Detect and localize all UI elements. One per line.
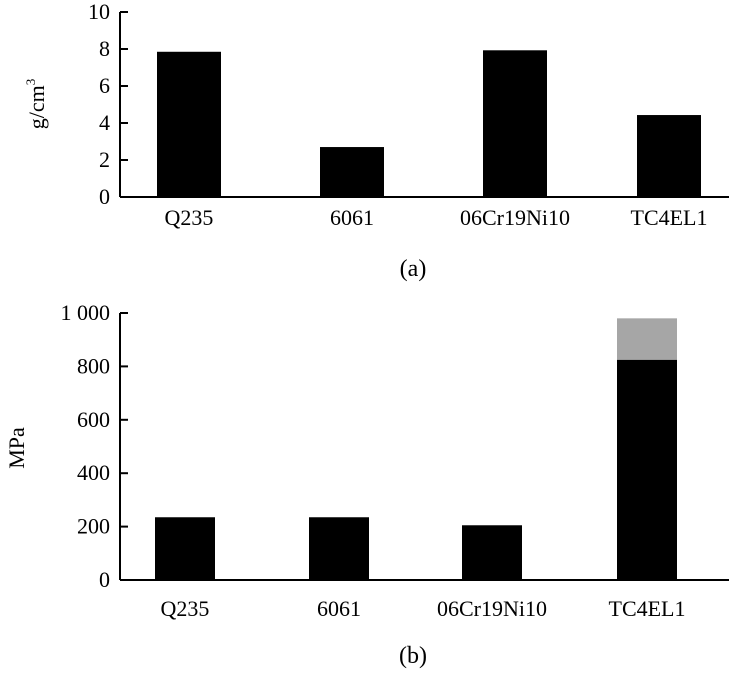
chart-b: 0 200 400 600 800 1 000 Q235 6061 06Cr19Ni10 TC4…	[4, 300, 729, 669]
chart-b-category-label: 06Cr19Ni10	[437, 596, 547, 621]
chart-a-y-label: g/cm3	[23, 79, 49, 130]
chart-a-bar-tc4el1	[637, 115, 701, 197]
chart-a-bar-q235	[157, 51, 221, 198]
chart-b-category-label: 6061	[317, 596, 361, 621]
chart-b-bar-q235	[155, 517, 215, 580]
chart-b-y-tick-label: 200	[77, 514, 110, 539]
chart-b-bar-stack-tc4el1	[617, 318, 677, 360]
chart-b-bar-tc4el1	[617, 359, 677, 580]
chart-b-y-tick-label: 1 000	[61, 300, 111, 325]
chart-a-y-tick-label: 8	[99, 36, 110, 61]
chart-b-category-label: TC4EL1	[609, 596, 686, 621]
chart-b-y-tick-label: 800	[77, 353, 110, 378]
chart-a-category-label: 06Cr19Ni10	[460, 205, 570, 230]
chart-b-caption: (b)	[399, 643, 427, 669]
chart-a-y-tick-label: 10	[88, 0, 110, 24]
chart-a-y-tick-label: 6	[99, 73, 110, 98]
chart-a-category-label: 6061	[330, 205, 374, 230]
chart-b-y-tick-label: 0	[99, 567, 110, 592]
chart-a-y-tick-label: 4	[99, 110, 110, 135]
chart-b-bar-6061	[309, 517, 369, 580]
chart-a-category-label: TC4EL1	[631, 205, 708, 230]
chart-a-bar-6061	[320, 147, 384, 197]
chart-a-y-tick-label: 2	[99, 147, 110, 172]
chart-b-y-tick-label: 400	[77, 460, 110, 485]
chart-a-y-tick-label: 0	[99, 184, 110, 209]
chart-b-y-tick-label: 600	[77, 407, 110, 432]
chart-a-bar-06cr19ni10	[483, 50, 547, 197]
chart-b-y-label: MPa	[4, 427, 29, 469]
chart-a-category-label: Q235	[165, 205, 214, 230]
chart-a: 0 2 4 6 8 10 Q235 6061 06Cr19Ni10 TC4EL1 g/cm3 (…	[23, 0, 729, 282]
chart-a-caption: (a)	[400, 256, 427, 282]
chart-b-category-label: Q235	[161, 596, 210, 621]
chart-b-bar-06cr19ni10	[462, 525, 522, 580]
